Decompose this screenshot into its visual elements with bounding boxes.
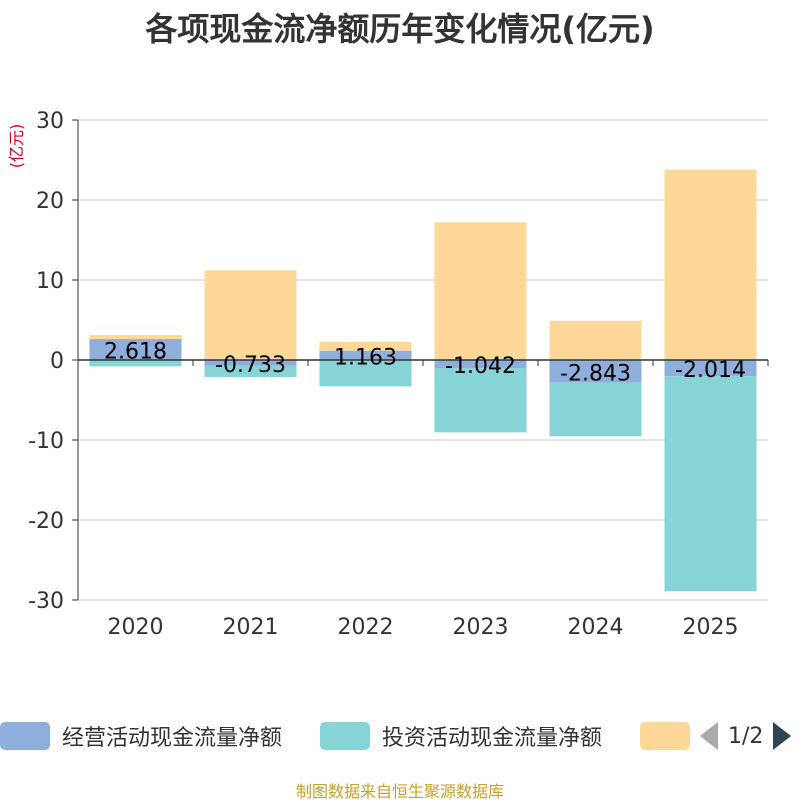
y-tick-label: 10 [36, 269, 64, 294]
legend-page-indicator: 1/2 [728, 723, 764, 749]
y-tick-label: 0 [50, 349, 64, 374]
y-tick-label: -10 [28, 429, 64, 454]
bar-2025-series-1 [664, 376, 757, 592]
x-tick-label-2025: 2025 [683, 615, 739, 640]
y-axis-label: (亿元) [7, 124, 26, 169]
legend-item-financing[interactable] [640, 716, 702, 756]
legend-next-page-icon[interactable] [773, 722, 792, 750]
x-tick-label-2024: 2024 [568, 615, 624, 640]
bar-2023-series-2 [434, 222, 527, 360]
bar-2021-series-1 [204, 365, 297, 378]
axes: 30 20 10 0 -10 -20 -30 (亿元) 2020 2021 2022 2023 2024… [7, 109, 769, 640]
grid-lines [78, 119, 768, 601]
legend-pager: 1/2 [700, 716, 792, 756]
legend-swatch-operating [0, 722, 50, 750]
legend-swatch-investing [320, 722, 370, 750]
data-label-2020: 2.618 [104, 340, 167, 365]
bars [89, 169, 757, 592]
bar-2024-series-1 [549, 382, 642, 437]
bar-2022-series-1 [319, 360, 412, 387]
bar-2024-series-2 [549, 320, 642, 360]
y-tick-label: -20 [28, 509, 64, 534]
data-label-2024: -2.843 [560, 361, 631, 386]
data-label-2022: 1.163 [334, 345, 397, 370]
x-tick-label-2023: 2023 [453, 615, 509, 640]
legend-item-investing[interactable]: 投资活动现金流量净额 [320, 716, 602, 756]
data-labels: 2.618 -0.733 1.163 -1.042 -2.843 -2.014 [104, 340, 746, 387]
bar-2022-series-0 [319, 350, 412, 360]
chart-plot: 30 20 10 0 -10 -20 -30 (亿元) 2020 2021 2022 2023 2024… [7, 109, 769, 640]
data-label-2025: -2.014 [675, 358, 746, 383]
x-tick-label-2021: 2021 [223, 615, 279, 640]
legend-item-operating[interactable]: 经营活动现金流量净额 [0, 716, 282, 756]
bar-2025-series-2 [664, 169, 757, 360]
legend-label-operating: 经营活动现金流量净额 [62, 726, 283, 751]
legend-prev-page-icon[interactable] [700, 722, 718, 750]
legend: 经营活动现金流量净额 投资活动现金流量净额 1/2 [0, 716, 800, 756]
bar-2020-series-2 [89, 335, 182, 340]
data-source-note: 制图数据来自恒生聚源数据库 [295, 782, 504, 801]
bar-2020-series-0 [89, 339, 182, 360]
x-tick-label-2022: 2022 [338, 615, 394, 640]
legend-label-investing: 投资活动现金流量净额 [382, 726, 603, 751]
bar-2023-series-0 [434, 360, 527, 369]
bar-2025-series-0 [664, 360, 757, 377]
x-tick-label-2020: 2020 [108, 615, 164, 640]
bar-2020-series-1 [89, 360, 182, 367]
bar-2021-series-2 [204, 270, 297, 360]
bar-2023-series-1 [434, 368, 527, 433]
data-label-2021: -0.733 [215, 353, 286, 378]
legend-swatch-financing [640, 722, 690, 750]
y-tick-label: 20 [36, 189, 64, 214]
y-tick-label: 30 [36, 109, 64, 134]
y-tick-label: -30 [28, 589, 64, 614]
bar-2024-series-0 [549, 360, 642, 383]
bar-2021-series-0 [204, 360, 297, 366]
chart-title: 各项现金流净额历年变化情况(亿元) [145, 10, 655, 48]
bar-2022-series-2 [319, 341, 412, 351]
data-label-2023: -1.042 [445, 354, 516, 379]
